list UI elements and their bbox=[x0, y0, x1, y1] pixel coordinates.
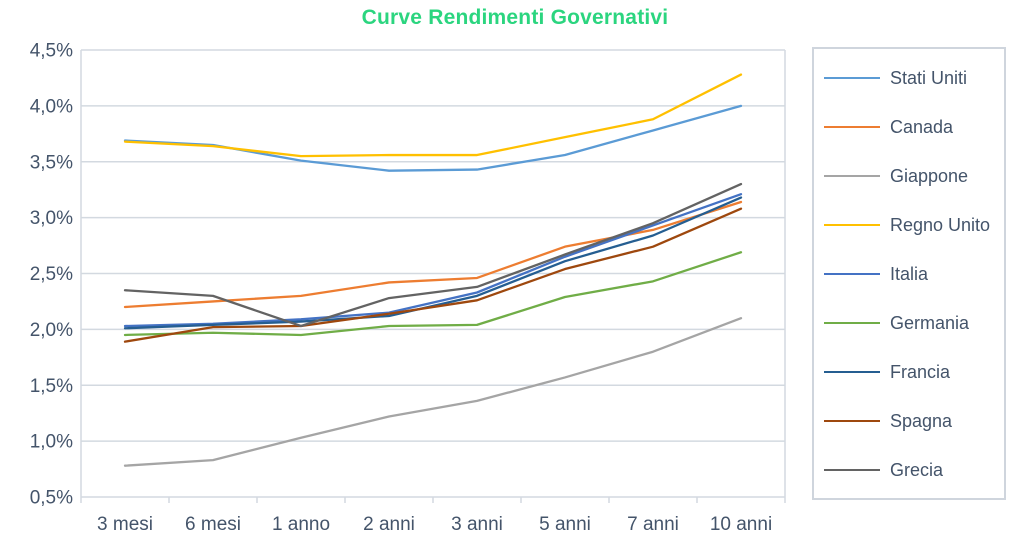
legend-line-swatch bbox=[824, 223, 880, 226]
y-axis-label: 2,5% bbox=[30, 264, 73, 285]
series-line-grecia[interactable] bbox=[123, 182, 743, 328]
x-axis-label: 10 anni bbox=[710, 514, 772, 535]
series-line-germania[interactable] bbox=[123, 251, 743, 337]
legend-label: Canada bbox=[890, 116, 954, 137]
series-line-regno-unito[interactable] bbox=[123, 73, 743, 158]
legend-item-germania[interactable]: Germania bbox=[824, 314, 1004, 332]
legend-line-swatch bbox=[824, 125, 880, 128]
legend-line-swatch bbox=[824, 419, 880, 422]
legend-line-swatch bbox=[824, 174, 880, 177]
series-line-italia[interactable] bbox=[123, 193, 743, 328]
legend-item-spagna[interactable]: Spagna bbox=[824, 412, 1004, 430]
x-axis-label: 2 anni bbox=[363, 514, 415, 535]
y-axis-label: 3,5% bbox=[30, 152, 73, 173]
y-axis-label: 4,0% bbox=[30, 96, 73, 117]
legend-item-italia[interactable]: Italia bbox=[824, 265, 1004, 283]
legend-line-swatch bbox=[824, 76, 880, 79]
y-axis-label: 0,5% bbox=[30, 488, 73, 509]
x-axis-label: 3 anni bbox=[451, 514, 503, 535]
legend-item-giappone[interactable]: Giappone bbox=[824, 167, 1004, 185]
legend-label: Italia bbox=[890, 263, 929, 284]
x-axis-label: 1 anno bbox=[272, 514, 330, 535]
chart-legend: Stati Uniti Canada Giappone Regno Unito Ital… bbox=[812, 47, 1006, 500]
legend-label: Francia bbox=[890, 361, 951, 382]
legend-line-swatch bbox=[824, 272, 880, 275]
y-axis-label: 2,0% bbox=[30, 320, 73, 341]
y-axis-label: 4,5% bbox=[30, 41, 73, 62]
legend-item-grecia[interactable]: Grecia bbox=[824, 461, 1004, 479]
legend-label: Grecia bbox=[890, 459, 944, 480]
legend-item-francia[interactable]: Francia bbox=[824, 363, 1004, 381]
legend-label: Germania bbox=[890, 312, 970, 333]
legend-item-regno-unito[interactable]: Regno Unito bbox=[824, 216, 1004, 234]
legend-label: Giappone bbox=[890, 165, 969, 186]
legend-line-swatch bbox=[824, 468, 880, 471]
x-axis-label: 3 mesi bbox=[97, 514, 153, 535]
x-axis-label: 7 anni bbox=[627, 514, 679, 535]
legend-line-swatch bbox=[824, 321, 880, 324]
series-line-giappone[interactable] bbox=[123, 317, 743, 467]
series-line-spagna[interactable] bbox=[123, 207, 743, 343]
chart-title: Curve Rendimenti Governativi bbox=[361, 6, 669, 29]
legend-label: Spagna bbox=[890, 410, 953, 431]
y-axis-label: 1,5% bbox=[30, 376, 73, 397]
y-axis-label: 3,0% bbox=[30, 208, 73, 229]
legend-item-canada[interactable]: Canada bbox=[824, 118, 1004, 136]
y-axis-label: 1,0% bbox=[30, 432, 73, 453]
legend-label: Stati Uniti bbox=[890, 67, 968, 88]
legend-line-swatch bbox=[824, 370, 880, 373]
legend-label: Regno Unito bbox=[890, 214, 991, 235]
legend-item-stati-uniti[interactable]: Stati Uniti bbox=[824, 69, 1004, 87]
series-line-stati-uniti[interactable] bbox=[123, 104, 743, 172]
x-axis-label: 6 mesi bbox=[185, 514, 241, 535]
x-axis-label: 5 anni bbox=[539, 514, 591, 535]
